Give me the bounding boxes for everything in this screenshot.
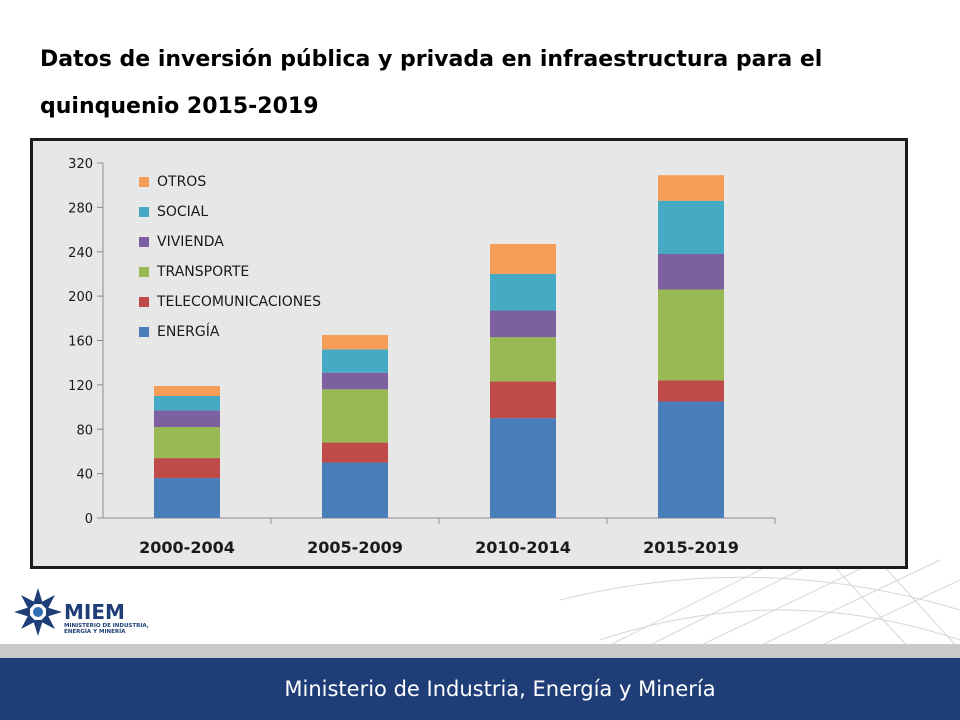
y-tick-label: 40 <box>76 468 93 483</box>
x-tick-label: 2010-2014 <box>475 538 571 557</box>
x-tick-label: 2000-2004 <box>139 538 235 557</box>
y-tick-label: 320 <box>68 157 93 172</box>
bar-segment <box>490 337 556 382</box>
legend-item: ENERGÍA <box>139 317 321 347</box>
bar-segment <box>322 334 388 350</box>
legend-swatch <box>139 207 149 217</box>
y-tick-label: 80 <box>76 423 93 438</box>
bar-segment <box>322 389 388 443</box>
bar-segment <box>490 273 556 311</box>
bar-segment <box>490 310 556 338</box>
y-tick-label: 200 <box>68 290 93 305</box>
bar-segment <box>490 381 556 419</box>
legend-swatch <box>139 267 149 277</box>
bar-segment <box>658 175 724 201</box>
bar-segment <box>322 462 388 518</box>
bar-segment <box>658 253 724 290</box>
legend-item: TELECOMUNICACIONES <box>139 287 321 317</box>
bar-segment <box>154 427 220 459</box>
x-tick-label: 2005-2009 <box>307 538 403 557</box>
decorative-background-lines <box>560 540 960 660</box>
bar-segment <box>658 401 724 518</box>
chart-frame: 0 40 80 120 160 200 240 280 320 2000-2004 2005-200… <box>30 138 908 569</box>
y-tick-label: 120 <box>68 379 93 394</box>
bar-segment <box>658 289 724 381</box>
bar-segment <box>490 243 556 274</box>
bar-segment <box>322 349 388 373</box>
footer-text: Ministerio de Industria, Energía y Miner… <box>284 677 716 701</box>
legend-swatch <box>139 237 149 247</box>
legend-item: OTROS <box>139 167 321 197</box>
chart-legend: OTROS SOCIAL VIVIENDA TRANSPORTE TELECOMUNIC… <box>139 167 321 347</box>
legend-item: VIVIENDA <box>139 227 321 257</box>
legend-label: VIVIENDA <box>157 234 224 250</box>
bar-segment <box>154 385 220 396</box>
y-tick-label: 280 <box>68 201 93 216</box>
bar-segment <box>154 458 220 479</box>
miem-logo-icon <box>14 588 62 636</box>
legend-swatch <box>139 327 149 337</box>
y-tick-label: 160 <box>68 335 93 350</box>
bar-segment <box>154 410 220 428</box>
logo-name: MIEM <box>64 600 125 624</box>
legend-label: SOCIAL <box>157 204 209 220</box>
logo-subtitle: MINISTERIO DE INDUSTRIA, ENERGÍA Y MINER… <box>64 623 149 635</box>
footer-divider <box>0 644 960 658</box>
bar-segment <box>322 442 388 463</box>
legend-label: TELECOMUNICACIONES <box>157 294 322 310</box>
x-tick-label: 2015-2019 <box>643 538 739 557</box>
bar-segment <box>658 200 724 254</box>
footer-bar: Ministerio de Industria, Energía y Miner… <box>0 658 960 720</box>
legend-label: OTROS <box>157 174 207 190</box>
bar-segment <box>154 478 220 518</box>
legend-item: TRANSPORTE <box>139 257 321 287</box>
legend-label: ENERGÍA <box>157 324 220 340</box>
y-tick-label: 240 <box>68 246 93 261</box>
legend-label: TRANSPORTE <box>157 264 250 280</box>
bar-segment <box>154 395 220 411</box>
bar-segment <box>490 418 556 518</box>
bar-segment <box>658 380 724 402</box>
legend-swatch <box>139 297 149 307</box>
stacked-bar-chart: 0 40 80 120 160 200 240 280 320 2000-2004 2005-200… <box>68 157 776 557</box>
bar-segment <box>322 372 388 390</box>
legend-item: SOCIAL <box>139 197 321 227</box>
y-tick-label: 0 <box>85 512 93 527</box>
legend-swatch <box>139 177 149 187</box>
slide-title: Datos de inversión pública y privada en … <box>40 47 823 119</box>
